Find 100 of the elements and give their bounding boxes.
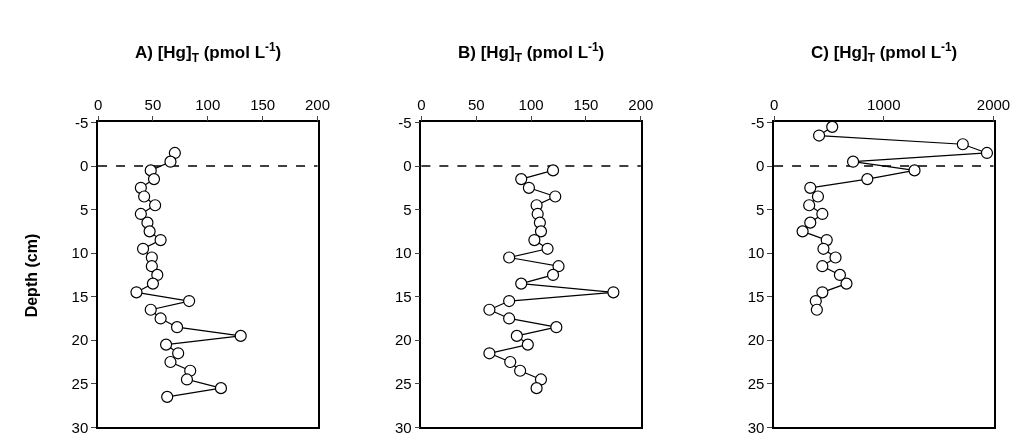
y-tick-label: 25 (71, 375, 89, 393)
point (149, 199, 162, 212)
point (521, 338, 534, 351)
point (134, 207, 147, 221)
x-tick-label: 0 (769, 95, 779, 113)
y-tick-label: -5 (398, 113, 412, 131)
y-tick-label: 10 (394, 244, 412, 262)
point (546, 164, 560, 177)
x-tick-label: 150 (573, 95, 599, 113)
point (144, 303, 157, 316)
y-tick-label: 30 (747, 418, 765, 436)
y-tick-label: 30 (71, 418, 89, 436)
point (172, 347, 185, 360)
point (136, 242, 150, 255)
point (810, 303, 823, 316)
x-tick-label: 200 (305, 95, 331, 113)
y-tick-label: 15 (71, 287, 89, 305)
point (817, 242, 830, 255)
point (168, 146, 181, 160)
x-tick-label: 100 (518, 95, 544, 113)
point (541, 242, 554, 255)
point (164, 155, 177, 168)
point (515, 173, 528, 186)
chart-title: C) [Hg]$_{T}$ (pmol L$^{-1}$) (811, 40, 958, 65)
y-tick-label: 15 (747, 287, 765, 305)
point (980, 146, 994, 160)
point (143, 225, 156, 238)
point (804, 216, 817, 229)
point (515, 277, 528, 290)
point (840, 277, 853, 290)
point (154, 312, 167, 325)
point (552, 260, 565, 273)
point (214, 382, 228, 395)
x-tick-label: 50 (467, 95, 485, 113)
point (170, 321, 184, 334)
point (956, 138, 969, 151)
point (550, 321, 563, 334)
y-tick-label: 20 (747, 331, 765, 349)
y-tick-label: 20 (71, 331, 89, 349)
y-tick-label: 30 (394, 418, 412, 436)
point (151, 268, 164, 282)
point (816, 286, 829, 299)
point (534, 225, 548, 238)
point (534, 373, 548, 386)
point (145, 260, 158, 273)
point (138, 190, 151, 203)
point (812, 129, 826, 142)
x-tick-label: 0 (417, 95, 426, 113)
chart-title: B) [Hg]$_{T}$ (pmol L$^{-1}$) (458, 40, 605, 65)
point (510, 329, 523, 342)
x-tick-label: 150 (250, 95, 276, 113)
point (130, 286, 143, 299)
x-tick-label: 2000 (976, 95, 1011, 113)
point (503, 251, 516, 264)
y-tick-label: 10 (71, 244, 89, 262)
x-tick-label: 1000 (867, 95, 901, 113)
point (908, 164, 921, 177)
point (483, 303, 496, 316)
point (483, 347, 496, 360)
point (154, 233, 167, 247)
y-tick-label: 0 (755, 157, 765, 175)
y-tick-label: 25 (747, 375, 765, 393)
point (803, 199, 816, 212)
point (549, 190, 562, 203)
point (514, 364, 527, 377)
y-tick-label: 0 (79, 157, 89, 175)
point (528, 233, 541, 247)
point (164, 355, 177, 369)
point (180, 373, 194, 386)
x-tick-label: 100 (195, 95, 221, 113)
y-tick-label: 10 (747, 244, 765, 262)
point (522, 181, 535, 194)
point (861, 173, 874, 186)
x-tick-label: 200 (628, 95, 654, 113)
point (816, 260, 829, 273)
point (234, 329, 247, 342)
point (607, 286, 620, 299)
point (811, 190, 825, 203)
point (796, 225, 809, 238)
point (833, 268, 847, 282)
point (846, 155, 860, 168)
point (530, 382, 543, 395)
y-tick-label: -5 (74, 113, 89, 131)
x-tick-label: 50 (144, 95, 162, 113)
point (147, 173, 161, 186)
point (829, 251, 842, 264)
point (161, 390, 174, 403)
point (816, 207, 829, 221)
y-tick-label: -5 (750, 113, 765, 131)
point (159, 338, 173, 351)
y-tick-label: 5 (403, 200, 412, 218)
chart-title: A) [Hg]$_{T}$ (pmol L$^{-1}$) (135, 40, 282, 65)
x-tick-label: 0 (93, 95, 103, 113)
point (546, 268, 560, 282)
y-tick-label: 25 (394, 375, 412, 393)
point (503, 294, 516, 308)
point (504, 355, 517, 369)
point (804, 181, 817, 194)
y-tick-label: 15 (394, 287, 412, 305)
y-tick-label: 20 (394, 331, 412, 349)
